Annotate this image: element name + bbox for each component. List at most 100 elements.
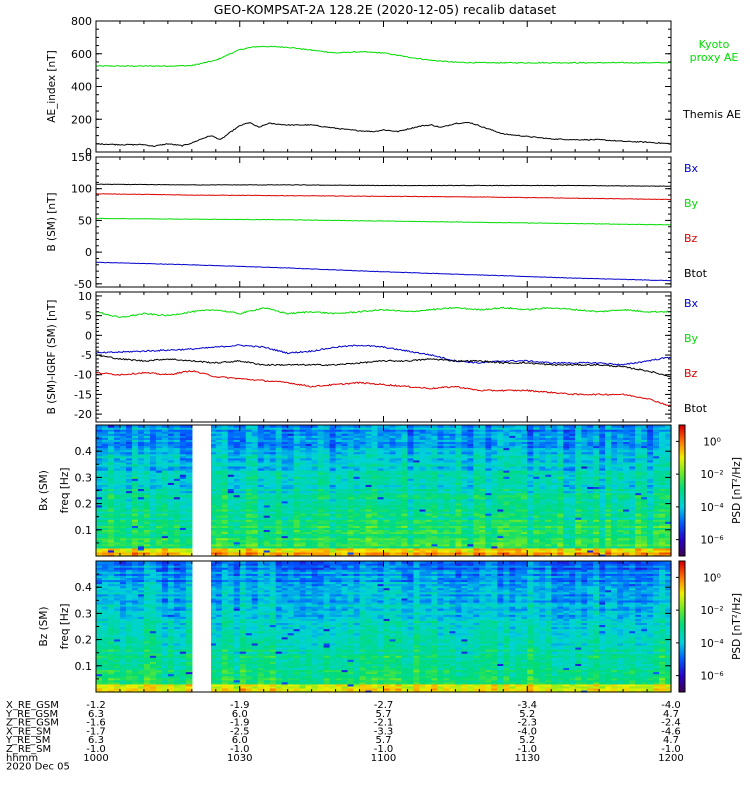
spectrogram-cell bbox=[353, 549, 361, 553]
spectrogram-cell bbox=[431, 541, 439, 545]
spectrogram-cell bbox=[317, 482, 325, 485]
spectrogram-cell bbox=[635, 470, 642, 473]
spectrogram-cell bbox=[521, 545, 528, 549]
spectrogram-cell bbox=[425, 484, 433, 488]
spectrogram-cell bbox=[251, 476, 259, 479]
spectrogram-cell bbox=[113, 486, 121, 490]
spectrogram-cell bbox=[137, 488, 145, 492]
spectrogram-cell bbox=[359, 500, 367, 504]
spectrogram-cell bbox=[137, 531, 145, 535]
spectrogram-cell bbox=[299, 482, 307, 485]
spectrogram-cell bbox=[107, 476, 115, 479]
spectrogram-cell bbox=[389, 492, 397, 496]
spectrogram-cell bbox=[431, 486, 439, 490]
spectrogram-cell bbox=[443, 474, 450, 477]
spectrogram-cell bbox=[581, 531, 588, 535]
spectrogram-cell bbox=[269, 529, 277, 533]
spectrogram-cell bbox=[341, 478, 349, 481]
spectrogram-cell bbox=[359, 504, 367, 508]
spectrogram-cell bbox=[293, 496, 301, 500]
spectrogram-cell bbox=[509, 553, 516, 557]
spectrogram-cell bbox=[143, 478, 151, 481]
spectrogram-cell bbox=[149, 549, 157, 553]
spectrogram-cell bbox=[401, 521, 409, 524]
spectrogram-cell bbox=[437, 515, 444, 518]
spectrogram-cell bbox=[251, 474, 259, 477]
spectrogram-cell bbox=[131, 494, 139, 498]
spectrogram-cell bbox=[131, 472, 139, 475]
spectrogram-cell bbox=[155, 492, 163, 496]
spectrogram-cell bbox=[209, 455, 217, 459]
spectrogram-cell bbox=[419, 461, 427, 465]
spectrogram-cell bbox=[599, 517, 606, 520]
spectrogram-cell bbox=[221, 498, 229, 502]
spectrogram-cell bbox=[605, 515, 612, 518]
spectrogram-cell bbox=[473, 457, 480, 461]
spectrogram-cell bbox=[269, 551, 277, 555]
spectrogram-cell bbox=[527, 490, 534, 494]
spectrogram-cell bbox=[443, 537, 450, 541]
spectrogram-cell bbox=[545, 519, 552, 522]
spectrogram-cell bbox=[125, 459, 133, 463]
spectrogram-cell bbox=[221, 492, 229, 496]
spectrogram-cell bbox=[353, 515, 361, 518]
spectrogram-cell bbox=[143, 492, 151, 496]
spectrogram-cell bbox=[161, 498, 169, 502]
spectrogram-cell bbox=[251, 529, 259, 533]
spectrogram-cell bbox=[503, 508, 510, 512]
spectrogram-cell bbox=[401, 470, 409, 473]
spectrogram-cell bbox=[515, 496, 522, 500]
spectrogram-cell bbox=[263, 539, 271, 543]
spectrogram-cell bbox=[413, 539, 421, 543]
spectrogram-cell bbox=[629, 461, 636, 465]
series-line-bx bbox=[95, 344, 672, 366]
spectrogram-cell bbox=[659, 537, 666, 541]
spectrogram-cell bbox=[647, 465, 654, 469]
spectrogram-cell bbox=[407, 549, 415, 553]
spectrogram-cell bbox=[641, 467, 648, 471]
spectrogram-cell bbox=[605, 545, 612, 549]
spectrogram-cell bbox=[479, 480, 486, 483]
spectrogram-cell bbox=[329, 533, 337, 537]
spectrogram-cell bbox=[629, 476, 636, 479]
spectrogram-cell bbox=[527, 529, 534, 533]
spectrogram-cell bbox=[185, 521, 193, 524]
spectrogram-cell bbox=[437, 517, 444, 520]
spectrogram-cell bbox=[539, 517, 546, 520]
spectrogram-cell bbox=[377, 490, 385, 494]
spectrogram-cell bbox=[401, 541, 409, 545]
spectrogram-cell bbox=[149, 494, 157, 498]
spectrogram-cell bbox=[317, 484, 325, 488]
spectrogram-cell bbox=[305, 533, 313, 537]
spectrogram-cell bbox=[287, 480, 295, 483]
spectrogram-cell bbox=[311, 506, 319, 510]
spectrogram-cell bbox=[635, 523, 642, 526]
spectrogram-cell bbox=[287, 461, 295, 465]
spectrogram-cell bbox=[263, 545, 271, 549]
spectrogram-cell bbox=[515, 515, 522, 518]
spectrogram-cell bbox=[623, 500, 630, 504]
spectrogram-cell bbox=[467, 547, 474, 551]
spectrogram-cell bbox=[389, 496, 397, 500]
spectrogram-cell bbox=[371, 547, 379, 551]
spectrogram-cell bbox=[149, 553, 157, 557]
spectrogram-cell bbox=[497, 510, 504, 514]
spectrogram-cell bbox=[161, 529, 169, 533]
spectrogram-cell bbox=[311, 515, 319, 518]
spectrogram-cell bbox=[473, 490, 480, 494]
spectrogram-cell bbox=[587, 486, 594, 490]
spectrogram-cell bbox=[359, 517, 367, 520]
spectrogram-cell bbox=[227, 525, 235, 528]
spectrogram-cell bbox=[491, 541, 498, 545]
spectrogram-cell bbox=[455, 474, 462, 477]
spectrogram-cell bbox=[287, 525, 295, 528]
spectrogram-cell bbox=[635, 488, 642, 492]
spectrogram-cell bbox=[617, 549, 624, 553]
spectrogram-cell bbox=[437, 482, 444, 485]
spectrogram-cell bbox=[491, 529, 498, 533]
spectrogram-cell bbox=[245, 459, 253, 463]
spectrogram-cell bbox=[659, 508, 666, 512]
spectrogram-cell bbox=[281, 510, 289, 514]
spectrogram-cell bbox=[521, 508, 528, 512]
spectrogram-cell bbox=[389, 525, 397, 528]
